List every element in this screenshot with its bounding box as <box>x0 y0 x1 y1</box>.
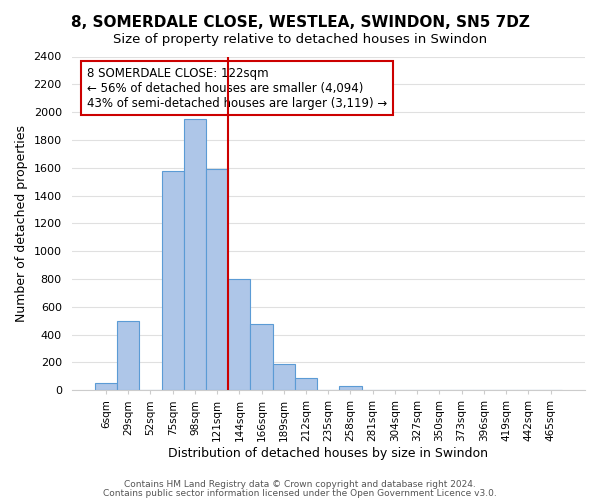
Bar <box>117 321 139 390</box>
Text: 8 SOMERDALE CLOSE: 122sqm
← 56% of detached houses are smaller (4,094)
43% of se: 8 SOMERDALE CLOSE: 122sqm ← 56% of detac… <box>87 66 387 110</box>
Bar <box>295 378 317 390</box>
Bar <box>95 384 117 390</box>
Text: Contains HM Land Registry data © Crown copyright and database right 2024.: Contains HM Land Registry data © Crown c… <box>124 480 476 489</box>
Bar <box>184 119 206 390</box>
Text: Contains public sector information licensed under the Open Government Licence v3: Contains public sector information licen… <box>103 488 497 498</box>
Bar <box>272 364 295 390</box>
X-axis label: Distribution of detached houses by size in Swindon: Distribution of detached houses by size … <box>168 447 488 460</box>
Bar <box>340 386 362 390</box>
Bar <box>206 169 228 390</box>
Bar <box>161 170 184 390</box>
Bar <box>228 279 250 390</box>
Text: 8, SOMERDALE CLOSE, WESTLEA, SWINDON, SN5 7DZ: 8, SOMERDALE CLOSE, WESTLEA, SWINDON, SN… <box>71 15 529 30</box>
Text: Size of property relative to detached houses in Swindon: Size of property relative to detached ho… <box>113 32 487 46</box>
Y-axis label: Number of detached properties: Number of detached properties <box>15 125 28 322</box>
Bar <box>250 324 272 390</box>
